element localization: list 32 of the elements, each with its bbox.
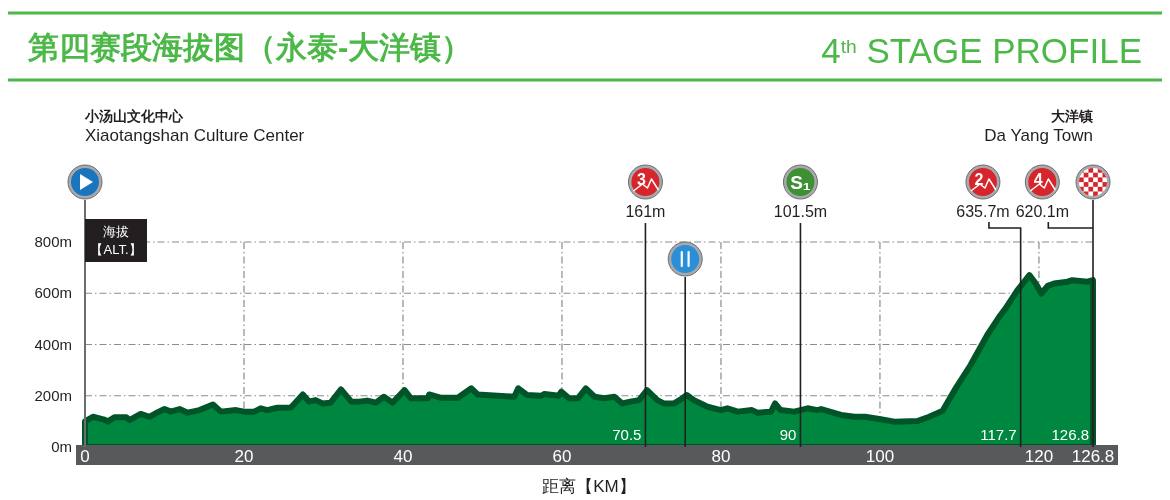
chart-title: 第四赛段海拔图（永泰-大洋镇） [27, 30, 473, 65]
text: S₁ [790, 172, 811, 193]
x-tick-label: 40 [393, 447, 413, 466]
text: 620.1m [1015, 203, 1069, 220]
x-tick-label: 126.8 [1071, 447, 1115, 466]
text: 大洋镇 [1051, 108, 1093, 124]
y-tick-label: 200m [34, 386, 72, 404]
text: Xiaotangshan Culture Center [85, 126, 305, 145]
x-tick-label: 80 [711, 447, 731, 466]
x-tick-label: 120 [1024, 447, 1054, 466]
y-tick-label: 600m [34, 284, 72, 302]
text: 小汤山文化中心 [84, 108, 184, 124]
y-tick-label: 400m [34, 335, 72, 353]
x-axis-title: 距离【KM】 [542, 477, 636, 496]
x-tick-label: 100 [865, 447, 895, 466]
text: 161m [625, 203, 666, 220]
y-tick-label: 800m [34, 233, 72, 250]
text: Da Yang Town [984, 126, 1093, 145]
x-tick-label: 0 [80, 447, 90, 466]
ref-line-label: 70.5 [612, 426, 642, 443]
y-tick-label: 0m [51, 438, 72, 455]
ref-line-label: 126.8 [1051, 426, 1089, 443]
ref-line-label: 90 [779, 426, 797, 443]
chart-subtitle: 4$^{th}$ STAGE PROFILE [821, 31, 1142, 70]
text: 3 [636, 171, 646, 188]
text: 101.5m [773, 203, 828, 220]
ref-line-label: 117.7 [980, 426, 1017, 443]
text: 635.7m [956, 203, 1010, 220]
text: 4 [1033, 171, 1043, 188]
x-tick-label: 20 [234, 447, 254, 466]
x-tick-label: 60 [552, 447, 572, 466]
text: 2 [974, 171, 984, 188]
